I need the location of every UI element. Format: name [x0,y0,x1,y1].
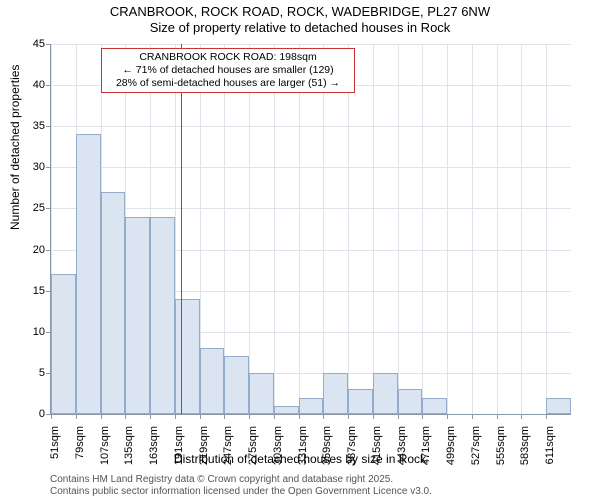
chart-title: CRANBROOK, ROCK ROAD, ROCK, WADEBRIDGE, … [0,0,600,35]
xtick-mark [521,414,522,419]
xtick-mark [76,414,77,419]
ytick-label: 5 [39,367,45,379]
xtick-mark [101,414,102,419]
gridline-v [299,44,300,414]
annotation-line-1: CRANBROOK ROCK ROAD: 198sqm [108,51,348,64]
ytick-label: 20 [33,244,45,256]
histogram-bar [398,389,423,414]
footer-line-1: Contains HM Land Registry data © Crown c… [50,474,432,486]
gridline-v [398,44,399,414]
xtick-mark [224,414,225,419]
x-axis-label: Distribution of detached houses by size … [0,452,600,466]
xtick-mark [51,414,52,419]
histogram-bar [200,348,225,414]
xtick-mark [299,414,300,419]
xtick-mark [150,414,151,419]
ytick-label: 25 [33,202,45,214]
xtick-mark [175,414,176,419]
gridline-h [51,167,571,168]
histogram-bar [150,217,175,414]
histogram-bar [175,299,200,414]
xtick-mark [398,414,399,419]
xtick-mark [422,414,423,419]
y-axis-label: Number of detached properties [8,65,22,230]
gridline-h [51,126,571,127]
xtick-mark [348,414,349,419]
gridline-v [521,44,522,414]
gridline-v [323,44,324,414]
gridline-v [497,44,498,414]
xtick-mark [323,414,324,419]
gridline-v [422,44,423,414]
histogram-bar [373,373,398,414]
histogram-bar [323,373,348,414]
xtick-mark [249,414,250,419]
gridline-h [51,208,571,209]
histogram-bar [274,406,299,414]
histogram-bar [51,274,76,414]
gridline-v [274,44,275,414]
title-line-1: CRANBROOK, ROCK ROAD, ROCK, WADEBRIDGE, … [0,4,600,20]
gridline-v [348,44,349,414]
footer-line-2: Contains public sector information licen… [50,486,432,498]
gridline-v [546,44,547,414]
xtick-mark [125,414,126,419]
footer: Contains HM Land Registry data © Crown c… [50,474,432,498]
histogram-bar [546,398,571,414]
histogram-bar [249,373,274,414]
xtick-mark [472,414,473,419]
histogram-bar [299,398,324,414]
xtick-mark [274,414,275,419]
histogram-bar [348,389,373,414]
histogram-bar [76,134,101,414]
title-line-2: Size of property relative to detached ho… [0,20,600,36]
gridline-v [373,44,374,414]
gridline-h [51,44,571,45]
plot-area: 05101520253035404551sqm79sqm107sqm135sqm… [50,44,571,415]
histogram-bar [422,398,447,414]
xtick-mark [447,414,448,419]
xtick-mark [497,414,498,419]
chart-container: CRANBROOK, ROCK ROAD, ROCK, WADEBRIDGE, … [0,0,600,500]
annotation-line-3: 28% of semi-detached houses are larger (… [108,77,348,90]
xtick-mark [546,414,547,419]
annotation-box: CRANBROOK ROCK ROAD: 198sqm ← 71% of det… [101,48,355,93]
ytick-label: 35 [33,120,45,132]
histogram-bar [224,356,249,414]
xtick-mark [200,414,201,419]
reference-line [181,44,182,414]
gridline-v [249,44,250,414]
ytick-label: 10 [33,326,45,338]
gridline-v [472,44,473,414]
ytick-label: 40 [33,79,45,91]
annotation-line-2: ← 71% of detached houses are smaller (12… [108,64,348,77]
histogram-bar [101,192,126,414]
ytick-label: 15 [33,285,45,297]
ytick-label: 45 [33,38,45,50]
gridline-v [447,44,448,414]
xtick-mark [373,414,374,419]
ytick-label: 0 [39,408,45,420]
histogram-bar [125,217,150,414]
ytick-label: 30 [33,161,45,173]
